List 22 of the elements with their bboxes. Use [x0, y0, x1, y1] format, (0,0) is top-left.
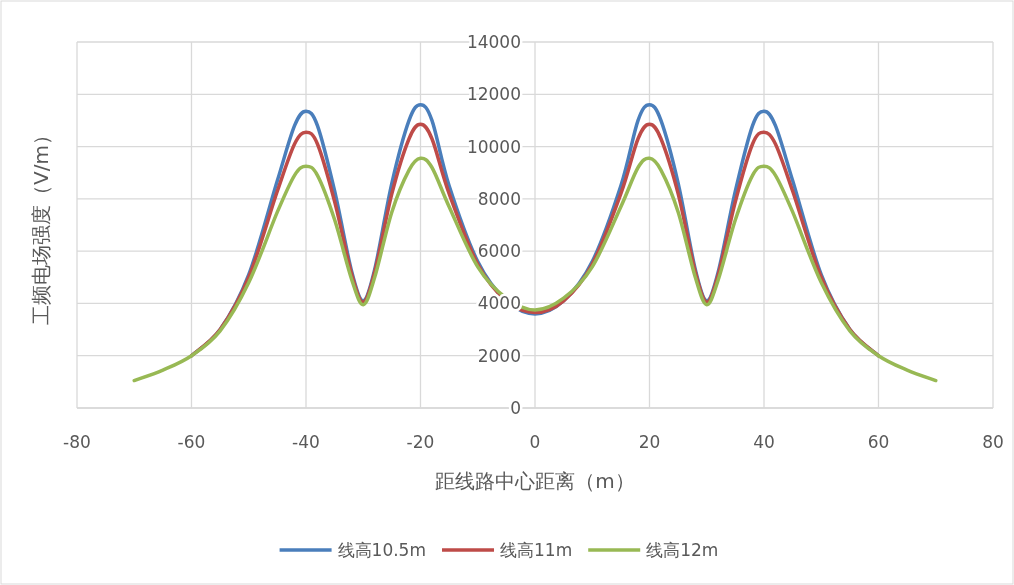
x-tick-label: -80: [63, 432, 91, 452]
y-tick-label: 12000: [466, 84, 521, 105]
y-tick-label: 8000: [477, 188, 521, 209]
y-tick-label: 2000: [477, 345, 521, 366]
x-tick-label: 40: [753, 432, 775, 452]
y-tick-label: 6000: [477, 241, 521, 262]
y-tick-label: 10000: [466, 136, 521, 157]
line-series: [132, 156, 938, 383]
y-axis-title: 工频电场强度（V/m）: [29, 125, 53, 325]
x-axis-title: 距线路中心距离（m）: [435, 469, 635, 493]
x-tick-label: -40: [292, 432, 320, 452]
y-tick-label: 14000: [466, 32, 521, 52]
x-tick-label: 20: [638, 432, 661, 452]
legend-label: 线高10.5m: [337, 540, 427, 560]
y-tick-label: 0: [510, 398, 521, 418]
x-tick-label: -20: [406, 432, 435, 452]
x-tick-label: 0: [529, 432, 541, 452]
x-tick-label: 60: [867, 432, 890, 452]
legend-label: 线高12m: [646, 540, 719, 560]
x-tick-label: -60: [177, 432, 206, 452]
x-tick-label: 80: [982, 432, 1004, 452]
legend-label: 线高11m: [500, 540, 573, 560]
